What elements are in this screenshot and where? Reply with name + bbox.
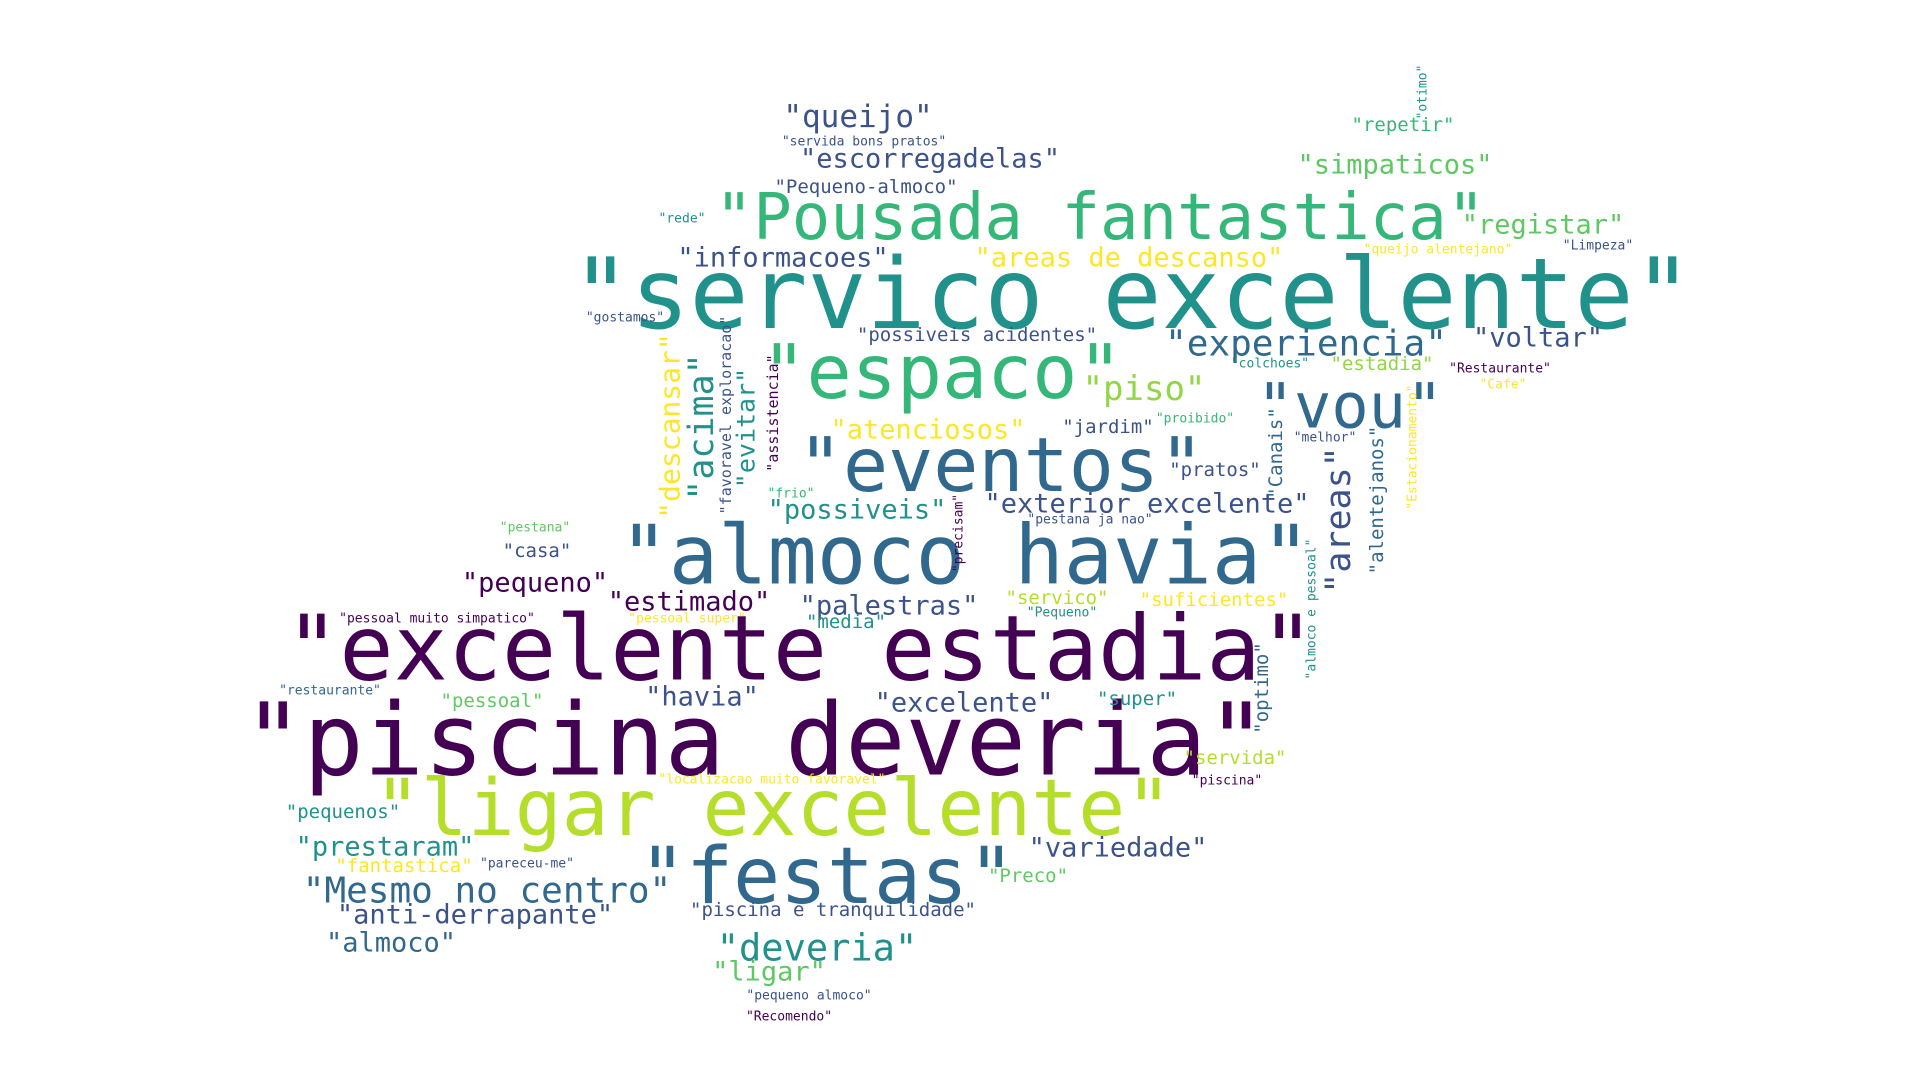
cloud-word: "rede" [659, 212, 706, 227]
cloud-word: "Preco" [988, 865, 1068, 887]
cloud-word: "pequeno" [462, 568, 608, 599]
cloud-word: "variedade" [1029, 833, 1208, 864]
cloud-word: "colchoes" [1231, 357, 1309, 372]
cloud-word: "pestana" [500, 521, 570, 536]
cloud-word: "servico" [1006, 587, 1109, 609]
cloud-word: "pareceu-me" [480, 857, 574, 872]
cloud-word: "atenciosos" [830, 415, 1025, 446]
cloud-word: "frio" [768, 487, 815, 502]
cloud-word: "vou" [1257, 370, 1444, 443]
cloud-word: "excelente" [875, 688, 1054, 719]
cloud-word: "localizacao muito favoravel" [659, 773, 886, 788]
cloud-word: "fantastica" [335, 855, 472, 877]
cloud-word: "pratos" [1169, 459, 1261, 481]
cloud-word: "possiveis" [768, 495, 947, 526]
cloud-word: "ligar" [712, 957, 826, 988]
cloud-word: "pessoal super" [628, 612, 745, 627]
cloud-word: "repetir" [1352, 114, 1455, 136]
cloud-word: "ligar excelente" [374, 764, 1172, 854]
cloud-word: "piso" [1083, 369, 1206, 409]
cloud-word: "havia" [645, 682, 759, 713]
cloud-word: "assistencia" [764, 354, 782, 471]
cloud-word: "pequeno almoco" [746, 989, 871, 1004]
cloud-word: "Mesmo no centro" [303, 871, 671, 912]
cloud-word: "evitar" [732, 368, 761, 488]
cloud-word: "informacoes" [677, 243, 888, 274]
cloud-word: "piscina" [1192, 774, 1262, 789]
cloud-word: "favoravel exploracao" [717, 316, 735, 515]
cloud-word: "almoco e pessoal" [1305, 539, 1320, 680]
cloud-word: "areas" [1319, 446, 1359, 594]
cloud-word: "simpaticos" [1297, 150, 1492, 181]
cloud-word: "Restaurante" [1449, 362, 1551, 377]
cloud-word: "optimo" [1251, 642, 1273, 734]
cloud-word: "deveria" [717, 927, 917, 970]
cloud-word: "voltar" [1473, 323, 1603, 354]
cloud-word: "servida bons pratos" [782, 135, 946, 150]
cloud-word: "melhor" [1294, 431, 1357, 446]
cloud-word: "areas de descanso" [975, 243, 1284, 274]
cloud-word: "alentejanos" [1366, 426, 1388, 575]
cloud-word: "pessoal" [441, 690, 544, 712]
cloud-word: "gostamos" [586, 311, 664, 326]
cloud-word: "escorregadelas" [800, 144, 1060, 175]
cloud-word: "media" [806, 611, 886, 633]
cloud-word: "Pousada fantastica" [715, 181, 1486, 255]
cloud-word: "precisam" [952, 494, 967, 572]
cloud-word: "Pequeno-almoco" [774, 176, 957, 198]
cloud-word: "Canais" [1265, 407, 1287, 499]
cloud-word: "exterior excelente" [984, 489, 1309, 520]
cloud-word: "anti-derrapante" [337, 900, 613, 931]
cloud-word: "almoco" [326, 928, 456, 959]
cloud-word: "suficientes" [1140, 589, 1289, 611]
cloud-word: "piscina deveria" [243, 682, 1267, 799]
cloud-word: "Cafe" [1480, 378, 1527, 393]
cloud-word: "jardim" [1062, 416, 1154, 438]
cloud-word: "eventos" [798, 421, 1204, 509]
cloud-word: "registar" [1462, 210, 1625, 241]
cloud-word: "piscina e tranquilidade" [690, 899, 976, 921]
cloud-word: "queijo alentejano" [1364, 243, 1513, 258]
cloud-word: "palestras" [800, 591, 979, 622]
cloud-word: "Pequeno" [1027, 606, 1097, 621]
cloud-word: "pequenos" [286, 801, 400, 823]
cloud-word: "prestaram" [296, 832, 475, 863]
cloud-word: "pessoal muito simpatico" [339, 612, 535, 627]
cloud-word: "espaco" [761, 328, 1122, 416]
cloud-word: "experiencia" [1165, 324, 1447, 365]
cloud-word: "Estacionamento" [1406, 384, 1421, 509]
cloud-word: "estadia" [1331, 353, 1434, 375]
cloud-word: "queijo" [783, 99, 932, 135]
cloud-word: "acima" [682, 353, 722, 501]
cloud-word: "super" [1097, 688, 1177, 710]
cloud-word: "descansar" [654, 333, 687, 518]
cloud-word: "pestana ja nao" [1027, 513, 1152, 528]
cloud-word: "servico excelente" [571, 238, 1692, 352]
cloud-word: "excelente estadia" [285, 597, 1315, 702]
cloud-word: "servida" [1184, 747, 1287, 769]
cloud-word: "casa" [503, 540, 572, 562]
cloud-word: "Recomendo" [746, 1010, 832, 1025]
cloud-word: "Limpeza" [1563, 239, 1633, 254]
cloud-word: "proibido" [1156, 412, 1234, 427]
cloud-word: "restaurante" [279, 684, 381, 699]
cloud-word: "festas" [639, 832, 1015, 922]
cloud-word: "almoco havia" [619, 509, 1310, 604]
cloud-word: "possiveis acidentes" [857, 324, 1097, 346]
cloud-word: "otimo" [1416, 65, 1431, 120]
cloud-word: "estimado" [608, 587, 771, 618]
